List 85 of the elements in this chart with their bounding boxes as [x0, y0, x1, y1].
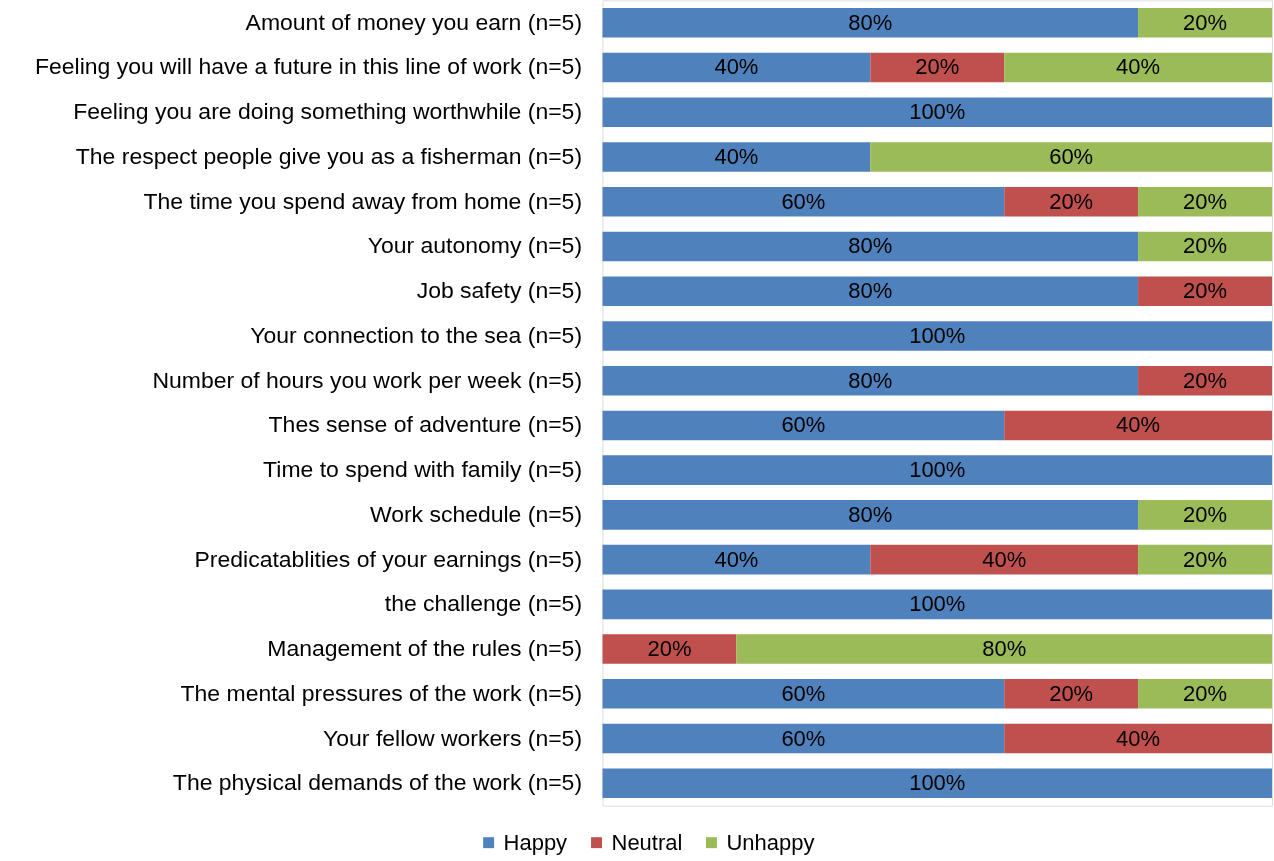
data-label: 20% — [1183, 9, 1228, 35]
y-tick-label: Feeling you are doing something worthwhile (n=5) — [73, 98, 583, 125]
bar — [1138, 679, 1272, 709]
data-label: 40% — [714, 546, 759, 572]
y-tick-label: the challenge (n=5) — [384, 590, 583, 617]
y-tick-label: The physical demands of the work (n=5) — [172, 769, 583, 796]
data-label: 20% — [1183, 546, 1228, 572]
y-tick-label: Feeling you will have a future in this line of work (n=5) — [34, 53, 583, 80]
y-tick-label: Predicatablities of your earnings (n=5) — [194, 545, 583, 572]
bar — [602, 52, 871, 83]
bar — [1004, 52, 1272, 83]
data-label: 20% — [1183, 278, 1228, 304]
bar — [602, 7, 1139, 38]
data-label: 80% — [982, 636, 1027, 662]
bar — [736, 634, 1272, 664]
y-tick-label: Your fellow workers (n=5) — [323, 724, 583, 751]
data-label: 40% — [714, 54, 759, 80]
data-label: 100% — [909, 99, 966, 125]
bar — [602, 97, 1272, 127]
data-label: 60% — [1049, 143, 1094, 169]
data-label: 80% — [848, 367, 893, 393]
y-tick-label: Thes sense of adventure (n=5) — [268, 411, 583, 438]
bar — [602, 589, 1272, 620]
bar — [602, 321, 1272, 351]
bar — [1138, 276, 1272, 306]
data-label: 20% — [1183, 367, 1228, 393]
bar — [602, 276, 1139, 306]
data-label: 60% — [781, 680, 826, 706]
data-label: 80% — [848, 501, 893, 527]
data-label: 40% — [1116, 412, 1161, 438]
bar — [870, 544, 1139, 575]
data-label: 80% — [848, 9, 893, 35]
bar — [1004, 186, 1139, 217]
bar — [602, 455, 1272, 485]
bar — [602, 500, 1139, 530]
data-label: 20% — [1049, 680, 1094, 706]
bar — [602, 365, 1139, 396]
data-label: 40% — [1116, 725, 1161, 751]
y-tick-label: Number of hours you work per week (n=5) — [152, 366, 583, 393]
data-label: 20% — [1183, 501, 1228, 527]
bar — [1004, 679, 1139, 709]
data-label: 40% — [714, 143, 759, 169]
bar — [602, 723, 1005, 754]
bar — [602, 410, 1005, 441]
bar — [602, 544, 871, 575]
data-label: 20% — [1183, 233, 1228, 259]
bar — [1004, 723, 1272, 754]
data-label: 20% — [1049, 188, 1094, 214]
y-tick-label: The respect people give you as a fisherman (n=5) — [75, 142, 583, 169]
data-label: 100% — [909, 322, 966, 348]
data-label: 60% — [781, 412, 826, 438]
y-tick-label: Time to spend with family (n=5) — [263, 456, 583, 483]
y-tick-label: Your autonomy (n=5) — [367, 232, 583, 259]
bar — [1004, 410, 1272, 441]
y-tick-label: Management of the rules (n=5) — [267, 635, 583, 662]
data-label: 20% — [647, 636, 692, 662]
bar — [602, 679, 1005, 709]
data-label: 20% — [1183, 188, 1228, 214]
bar — [870, 142, 1272, 172]
data-label: 60% — [781, 188, 826, 214]
y-tick-label: Your connection to the sea (n=5) — [250, 321, 583, 348]
data-label: 20% — [1183, 680, 1228, 706]
data-label: 80% — [848, 233, 893, 259]
legend-label: Unhappy — [726, 829, 815, 855]
bar — [602, 142, 871, 172]
bar — [602, 186, 1005, 217]
y-tick-label: Job safety (n=5) — [416, 277, 583, 304]
bar — [1138, 500, 1272, 530]
bar — [602, 768, 1272, 799]
data-label: 40% — [1116, 54, 1161, 80]
data-label: 100% — [909, 770, 966, 796]
y-tick-label: Work schedule (n=5) — [369, 500, 583, 527]
y-tick-label: The time you spend away from home (n=5) — [143, 187, 583, 214]
y-tick-label: The mental pressures of the work (n=5) — [180, 679, 583, 706]
bar — [602, 231, 1139, 262]
data-label: 20% — [915, 54, 960, 80]
data-label: 100% — [909, 591, 966, 617]
data-label: 40% — [982, 546, 1027, 572]
legend-label: Neutral — [611, 829, 683, 855]
y-tick-label: Amount of money you earn (n=5) — [245, 8, 583, 35]
data-label: 80% — [848, 278, 893, 304]
legend-label: Happy — [503, 829, 568, 855]
bar — [602, 634, 737, 664]
data-label: 60% — [781, 725, 826, 751]
data-label: 100% — [909, 457, 966, 483]
